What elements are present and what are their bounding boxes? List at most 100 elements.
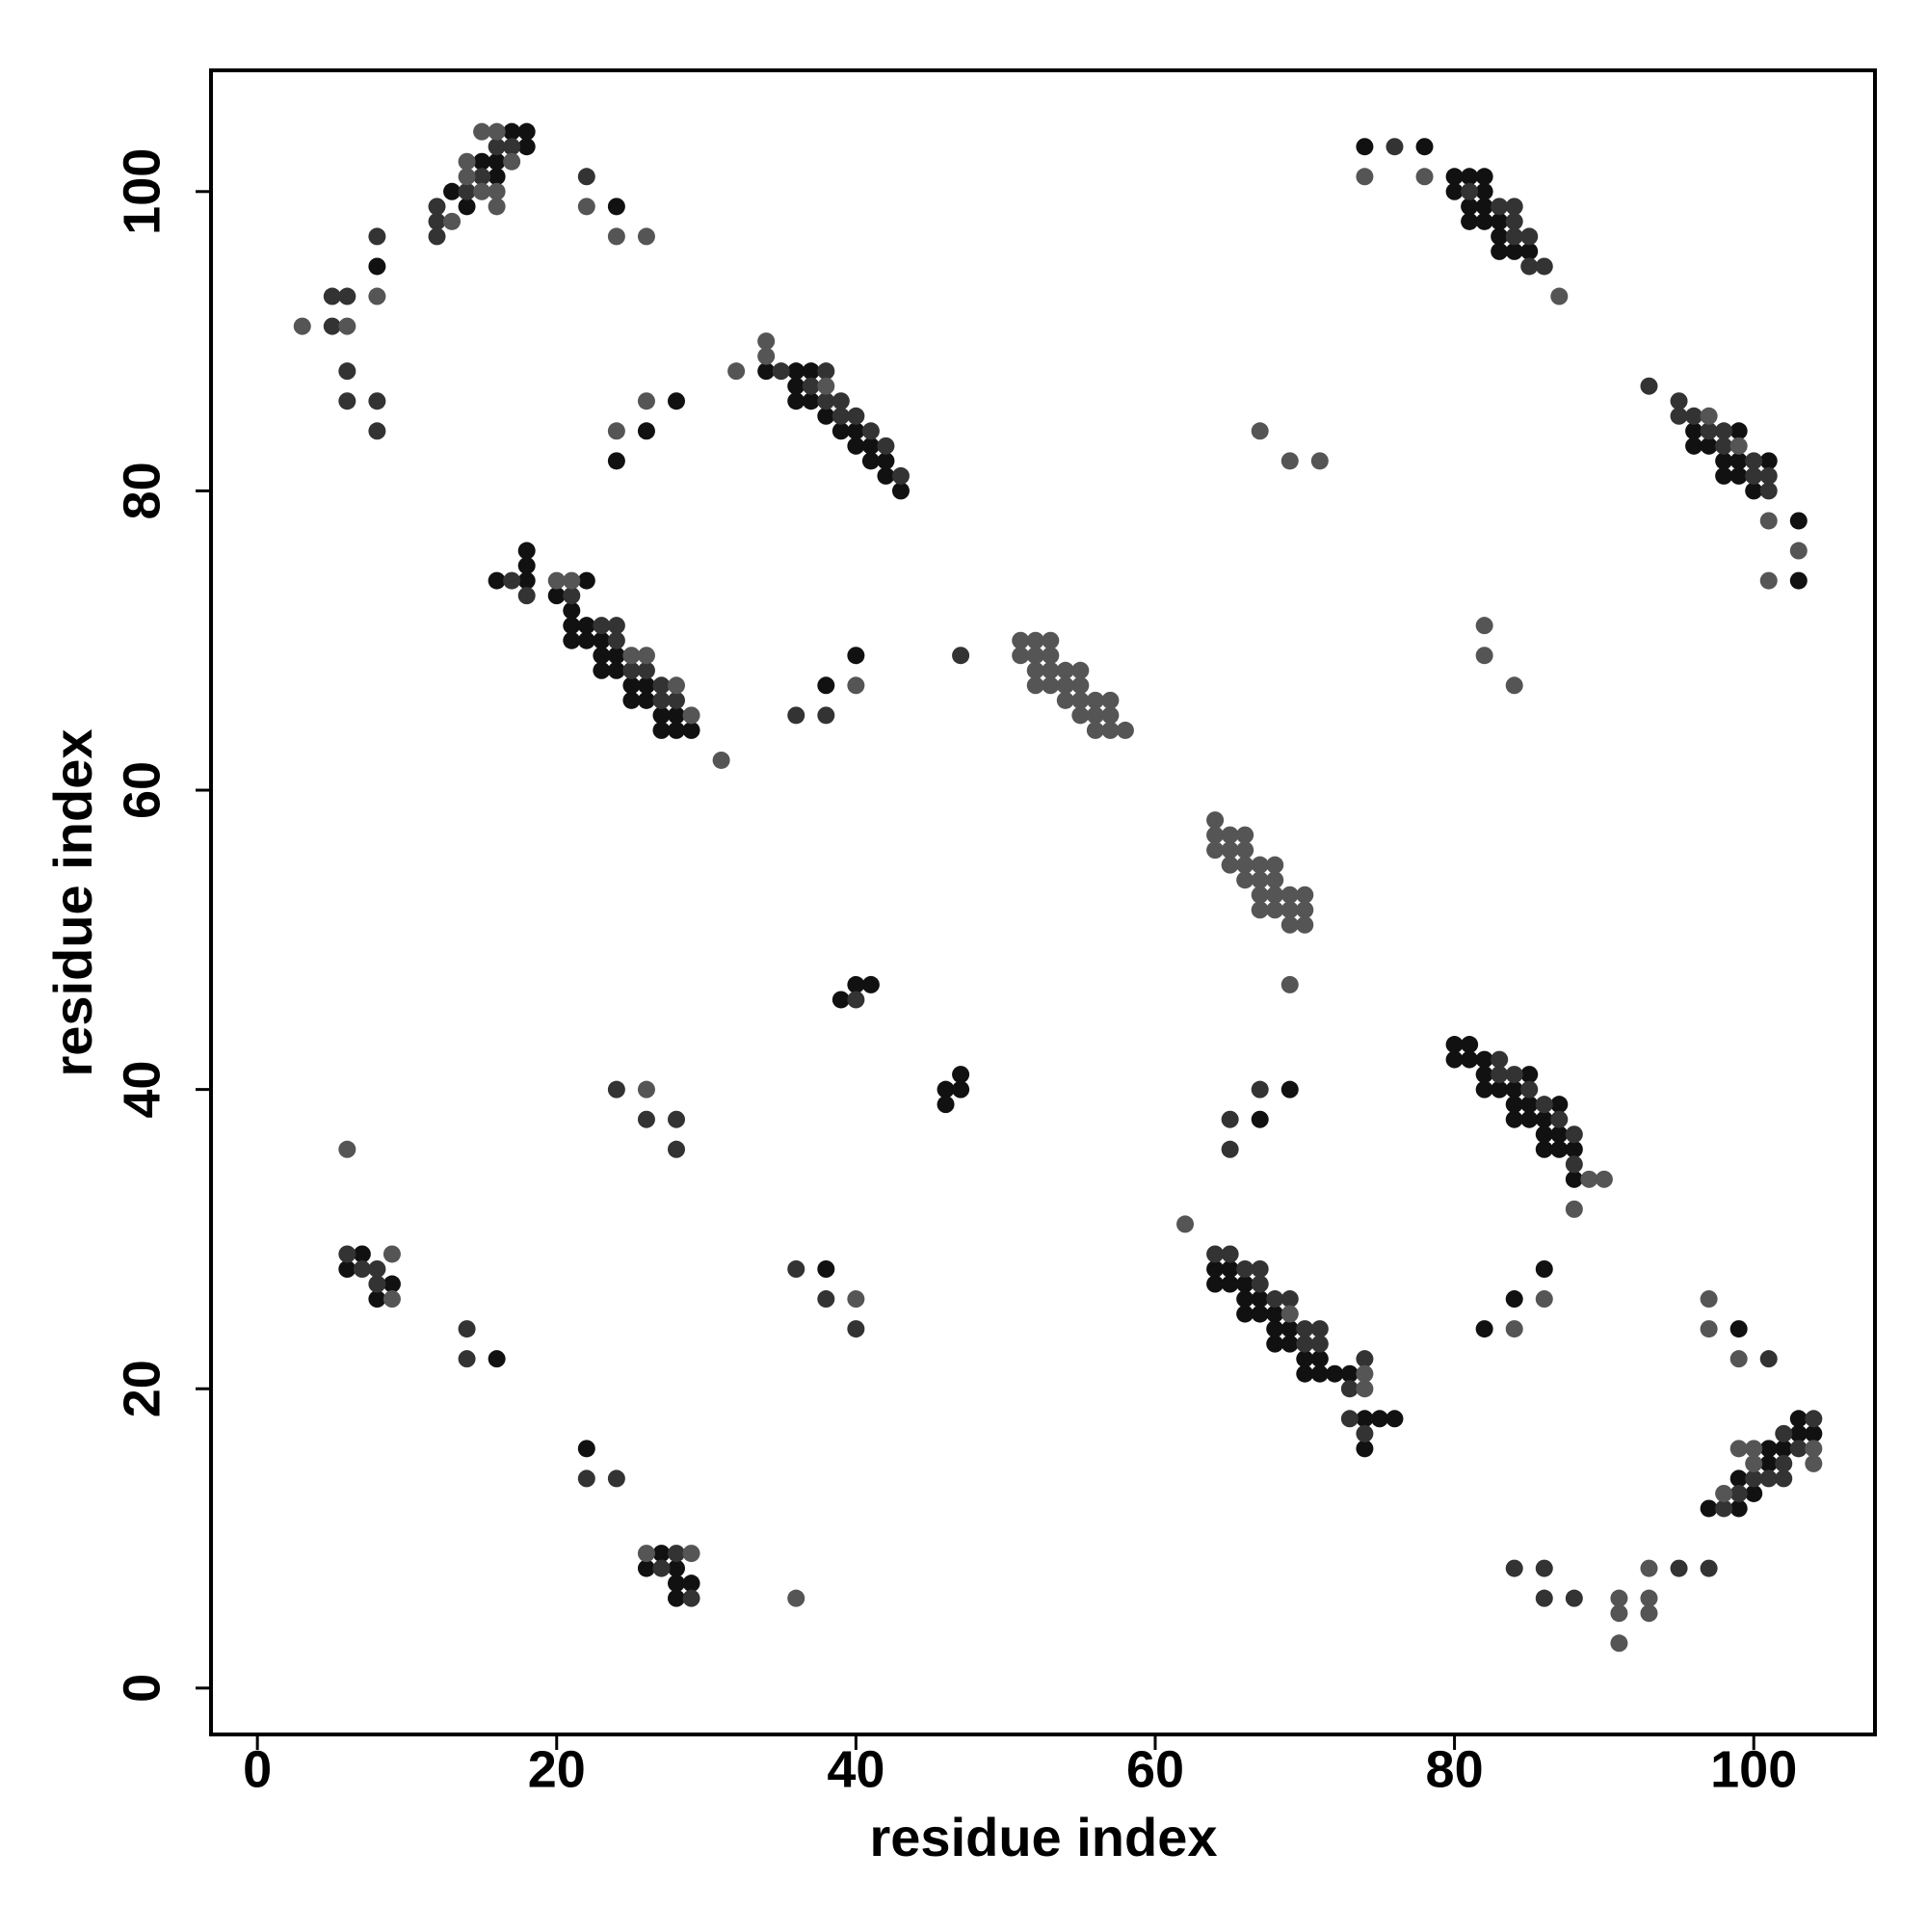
point — [473, 122, 491, 141]
point — [368, 1290, 386, 1309]
point — [323, 287, 341, 305]
point — [817, 407, 835, 425]
point — [1280, 1290, 1299, 1309]
point — [937, 1096, 955, 1114]
point — [1745, 1484, 1763, 1502]
point — [1340, 1364, 1359, 1383]
point — [593, 647, 611, 665]
point — [607, 227, 625, 246]
point — [1685, 437, 1703, 455]
point — [817, 377, 835, 395]
point — [1266, 871, 1284, 889]
point — [847, 1290, 865, 1309]
point — [1206, 1275, 1225, 1293]
point — [652, 691, 671, 709]
point — [1071, 661, 1090, 679]
point — [338, 362, 356, 381]
point — [1535, 257, 1553, 276]
point — [1520, 1066, 1539, 1084]
point — [458, 1350, 476, 1368]
point — [817, 676, 835, 695]
point — [1221, 1140, 1239, 1158]
point — [488, 152, 506, 171]
point — [1251, 1110, 1269, 1128]
point — [1370, 1410, 1388, 1428]
point — [1775, 1469, 1793, 1488]
point — [1012, 647, 1030, 665]
point — [1805, 1410, 1823, 1428]
point — [503, 122, 521, 141]
point — [1266, 1290, 1284, 1309]
point — [1505, 1096, 1523, 1114]
point — [952, 1080, 970, 1098]
point — [861, 422, 880, 440]
point — [338, 1259, 356, 1278]
point — [1491, 212, 1509, 230]
point — [637, 661, 655, 679]
x-tick-label: 100 — [1710, 1740, 1797, 1798]
point — [1759, 512, 1778, 530]
point — [1550, 1125, 1569, 1144]
point — [847, 676, 865, 695]
point — [517, 542, 536, 560]
point — [593, 661, 611, 679]
point — [1759, 1469, 1778, 1488]
point — [637, 676, 655, 695]
point — [712, 751, 730, 769]
point — [682, 1589, 700, 1607]
point — [1505, 1559, 1523, 1577]
point — [517, 571, 536, 590]
point — [1565, 1170, 1583, 1188]
point — [1745, 466, 1763, 485]
point — [622, 691, 641, 709]
point — [368, 1259, 386, 1278]
point — [1236, 826, 1254, 844]
point — [1759, 482, 1778, 500]
point — [1086, 721, 1104, 739]
point — [607, 422, 625, 440]
point — [1056, 676, 1074, 695]
point — [668, 1110, 686, 1128]
point — [1520, 242, 1539, 260]
point — [1759, 571, 1778, 590]
point — [877, 466, 895, 485]
point — [1042, 676, 1060, 695]
point — [637, 392, 655, 410]
point — [1759, 466, 1778, 485]
point — [1475, 1320, 1493, 1338]
point — [1505, 242, 1523, 260]
point — [1535, 1096, 1553, 1114]
point — [1805, 1424, 1823, 1442]
point — [1386, 138, 1404, 156]
point — [817, 1290, 835, 1309]
y-tick-label: 0 — [113, 1674, 171, 1703]
point — [547, 571, 566, 590]
x-tick-label: 80 — [1426, 1740, 1484, 1798]
point — [787, 392, 805, 410]
point — [1116, 721, 1134, 739]
point — [1535, 1290, 1553, 1309]
point — [517, 587, 536, 605]
point — [1221, 1259, 1239, 1278]
point — [1356, 1424, 1374, 1442]
point — [1610, 1589, 1628, 1607]
point — [1475, 198, 1493, 216]
point — [622, 661, 641, 679]
point — [1266, 1320, 1284, 1338]
point — [1296, 901, 1314, 919]
point — [607, 661, 625, 679]
point — [1565, 1140, 1583, 1158]
point — [877, 452, 895, 470]
point — [1206, 811, 1225, 830]
point — [952, 647, 970, 665]
point — [877, 437, 895, 455]
point — [847, 1320, 865, 1338]
point — [1729, 437, 1748, 455]
point — [1280, 975, 1299, 993]
point — [1610, 1634, 1628, 1653]
point — [607, 617, 625, 635]
point — [1759, 452, 1778, 470]
point — [1086, 706, 1104, 725]
point — [488, 1350, 506, 1368]
point — [802, 377, 820, 395]
